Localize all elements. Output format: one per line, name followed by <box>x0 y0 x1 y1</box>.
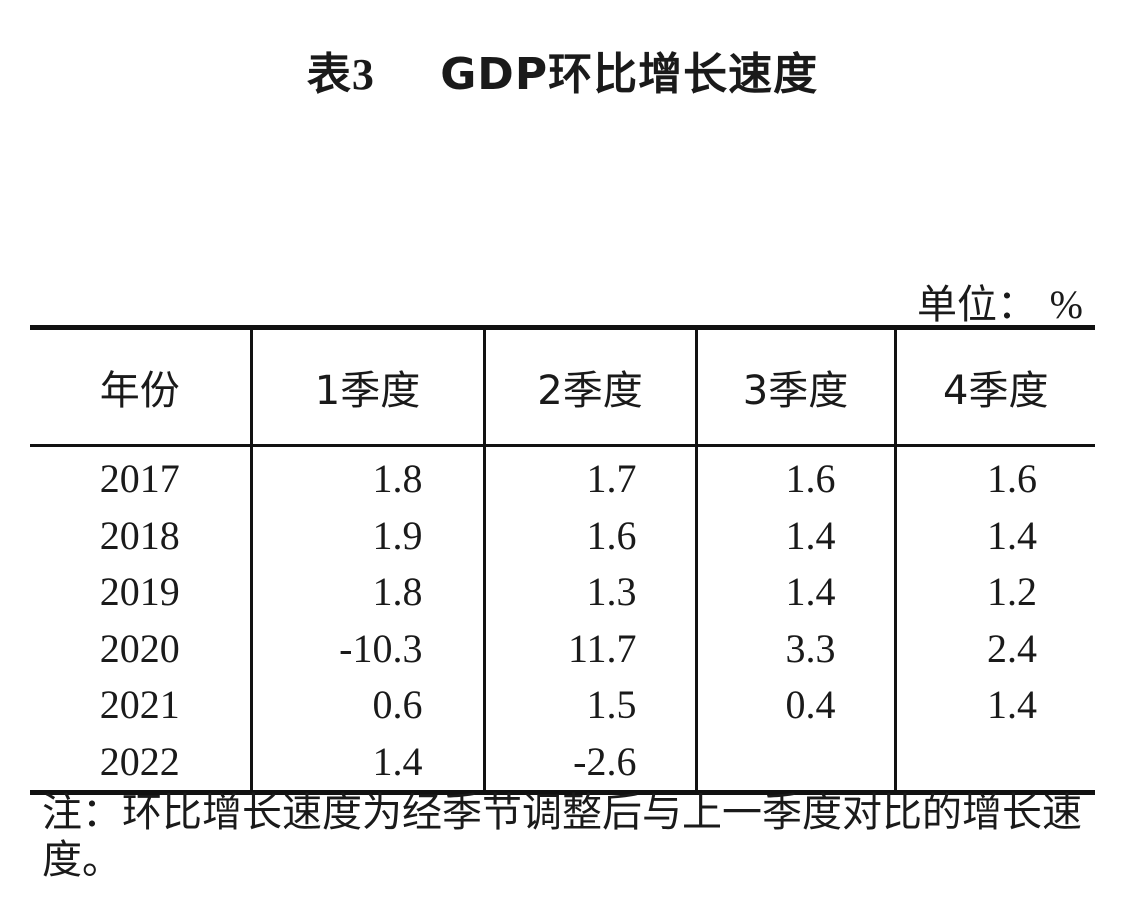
cell-q3: 1.4 <box>694 507 895 564</box>
title-text: GDP环比增长速度 <box>440 49 819 100</box>
cell-year: 2021 <box>99 682 180 728</box>
cell-q2: 1.7 <box>482 445 696 508</box>
cell-q2: 1.5 <box>482 677 696 734</box>
header-q3: 3季度 <box>694 327 895 447</box>
unit-text: 单位： <box>916 282 1037 328</box>
table-row: 2018 1.9 1.6 1.4 1.4 <box>30 507 1095 564</box>
cell-q3: 3.3 <box>694 620 895 677</box>
cell-year: 2019 <box>99 569 180 615</box>
cell-year: 2022 <box>99 738 180 784</box>
cell-q3: 1.6 <box>694 445 895 508</box>
table-row: 2019 1.8 1.3 1.4 1.2 <box>30 564 1095 621</box>
cell-year: 2020 <box>99 625 180 671</box>
unit-symbol: % <box>1049 282 1083 327</box>
cell-q3 <box>694 733 895 793</box>
cell-q4 <box>893 733 1095 793</box>
header-row: 年份 1季度 2季度 3季度 4季度 <box>30 327 1095 447</box>
cell-q1: 1.4 <box>249 733 484 793</box>
header-q1: 1季度 <box>249 327 484 447</box>
cell-year: 2018 <box>99 512 180 558</box>
cell-q2: 1.3 <box>482 564 696 621</box>
cell-q3: 1.4 <box>694 564 895 621</box>
cell-q1: 1.8 <box>249 564 484 621</box>
cell-q1: 0.6 <box>249 677 484 734</box>
cell-q4: 1.4 <box>893 677 1095 734</box>
cell-q4: 1.2 <box>893 564 1095 621</box>
title-number: 3 <box>351 50 375 99</box>
gdp-growth-table: 年份 1季度 2季度 3季度 4季度 2017 1.8 1.7 1.6 1.6 … <box>30 325 1095 795</box>
unit-label: 单位： % <box>917 272 1083 330</box>
table-row: 2021 0.6 1.5 0.4 1.4 <box>30 677 1095 734</box>
cell-year: 2017 <box>99 456 180 502</box>
cell-q4: 1.6 <box>893 445 1095 508</box>
cell-q2: -2.6 <box>482 733 696 793</box>
cell-q1: 1.8 <box>249 445 484 508</box>
header-q4: 4季度 <box>893 327 1095 447</box>
cell-q3: 0.4 <box>694 677 895 734</box>
table-row: 2022 1.4 -2.6 <box>30 733 1095 793</box>
header-q2: 2季度 <box>482 327 696 447</box>
table-row: 2017 1.8 1.7 1.6 1.6 <box>30 445 1095 508</box>
cell-q1: -10.3 <box>249 620 484 677</box>
cell-q4: 2.4 <box>893 620 1095 677</box>
table-title: 表3 GDP环比增长速度 <box>0 38 1125 102</box>
table-footnote: 注：环比增长速度为经季节调整后与上一季度对比的增长速度。 <box>42 790 1082 883</box>
header-year: 年份 <box>30 327 251 447</box>
cell-q2: 1.6 <box>482 507 696 564</box>
cell-q2: 11.7 <box>482 620 696 677</box>
title-prefix: 表 <box>306 49 352 100</box>
table-row: 2020 -10.3 11.7 3.3 2.4 <box>30 620 1095 677</box>
cell-q1: 1.9 <box>249 507 484 564</box>
cell-q4: 1.4 <box>893 507 1095 564</box>
